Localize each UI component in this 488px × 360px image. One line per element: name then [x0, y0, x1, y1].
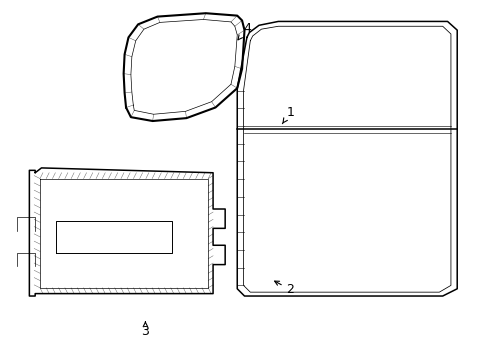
Text: 1: 1	[282, 105, 294, 124]
Text: 2: 2	[274, 281, 294, 296]
Text: 4: 4	[238, 22, 250, 40]
Text: 3: 3	[141, 322, 149, 338]
